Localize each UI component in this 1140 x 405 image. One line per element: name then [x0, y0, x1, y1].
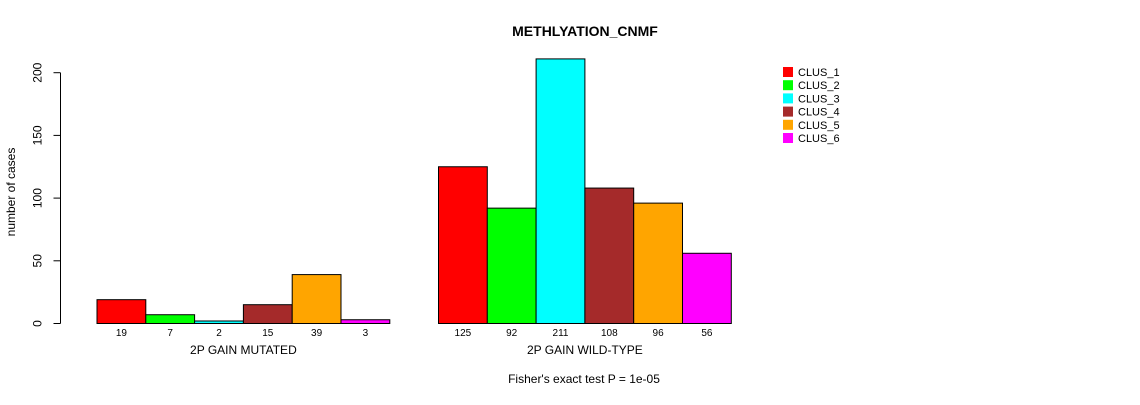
bar-count-label: 125 — [455, 328, 472, 339]
bar-clus-6-group-1 — [340, 319, 391, 325]
bar-clus-4-group-2 — [584, 187, 635, 324]
legend-label-clus-2: CLUS_2 — [798, 80, 840, 92]
bar-count-label: 3 — [363, 328, 369, 339]
legend-swatch-clus-5 — [783, 119, 793, 130]
bar-clus-5-group-1 — [291, 274, 342, 324]
bar-count-label: 211 — [553, 328, 569, 339]
bar-count-label: 2 — [216, 328, 222, 339]
chart-title: METHLYATION_CNMF — [512, 23, 658, 39]
legend-label-clus-1: CLUS_1 — [798, 67, 840, 79]
bar-clus-2-group-1 — [145, 314, 196, 324]
bar-clus-4-group-1 — [242, 304, 293, 325]
y-tick-label: 100 — [31, 188, 45, 208]
legend-swatch-clus-3 — [783, 93, 793, 104]
y-tick-label: 0 — [31, 320, 45, 327]
legend-swatch-clus-2 — [783, 80, 793, 91]
bar-clus-1-group-2 — [438, 166, 488, 324]
y-tick-label: 50 — [31, 254, 45, 268]
bar-count-label: 7 — [167, 328, 173, 339]
y-axis: 0 50 100 150 200 — [31, 62, 61, 327]
bars-layer: 19 7 2 15 39 3 125 92 211 108 96 56 — [96, 58, 732, 339]
legend-label-clus-5: CLUS_5 — [798, 120, 840, 132]
bar-clus-3-group-2 — [535, 58, 586, 324]
bar-count-label: 108 — [601, 328, 618, 339]
bar-count-label: 39 — [311, 328, 323, 339]
bar-count-label: 96 — [653, 328, 665, 339]
group-label-1: 2P GAIN MUTATED — [190, 343, 297, 357]
legend-swatch-clus-1 — [783, 67, 793, 77]
legend-swatch-clus-6 — [783, 133, 793, 143]
legend-label-clus-6: CLUS_6 — [798, 133, 840, 145]
y-axis-title: number of cases — [4, 148, 18, 237]
legend-label-clus-4: CLUS_4 — [798, 107, 840, 119]
group-labels: 2P GAIN MUTATED 2P GAIN WILD-TYPE — [190, 343, 643, 357]
bar-count-label: 19 — [116, 328, 128, 339]
y-tick-label: 150 — [31, 125, 45, 145]
bar-clus-6-group-2 — [682, 252, 732, 324]
fisher-test-footnote: Fisher's exact test P = 1e-05 — [508, 372, 660, 386]
bar-clus-5-group-2 — [633, 202, 684, 324]
bar-clus-1-group-1 — [96, 299, 147, 325]
y-tick-label: 200 — [31, 62, 45, 82]
bar-clus-2-group-2 — [486, 207, 537, 324]
group-label-2: 2P GAIN WILD-TYPE — [527, 343, 643, 357]
bar-count-label: 92 — [506, 328, 518, 339]
bar-clus-3-group-1 — [194, 320, 244, 325]
bar-count-label: 15 — [262, 328, 274, 339]
legend-swatch-clus-4 — [783, 106, 793, 117]
bar-count-label: 56 — [701, 328, 713, 339]
legend-label-clus-3: CLUS_3 — [798, 93, 840, 105]
